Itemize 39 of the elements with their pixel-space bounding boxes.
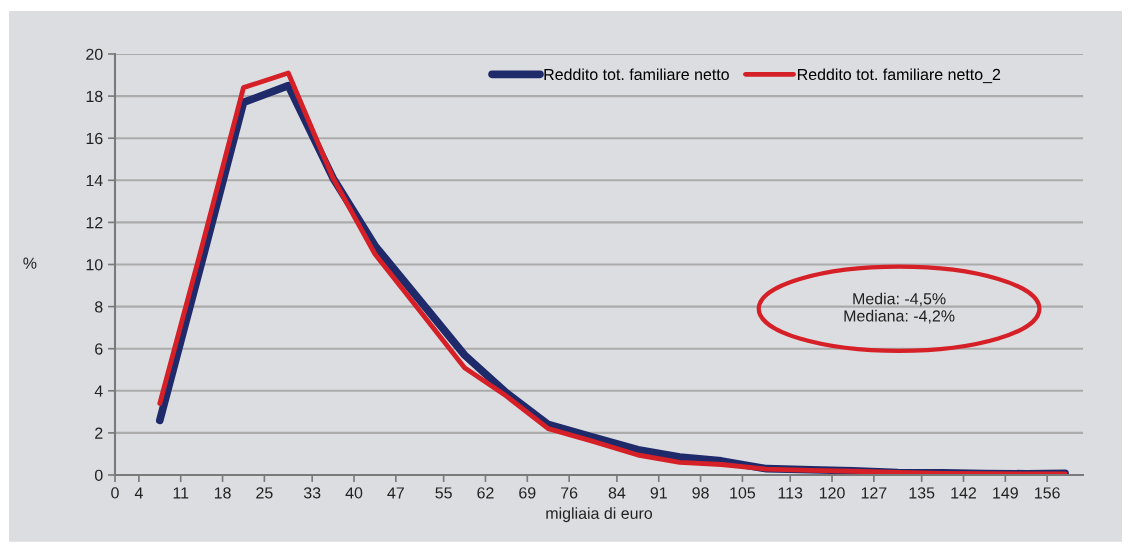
legend-label: Reddito tot. familiare netto_2 bbox=[797, 68, 1001, 84]
x-tick-label: 69 bbox=[519, 487, 536, 499]
y-tick-label: 16 bbox=[86, 132, 103, 145]
x-axis-title: migliaia di euro bbox=[546, 507, 653, 523]
y-tick-label: 14 bbox=[86, 175, 103, 187]
y-tick-label: 10 bbox=[86, 259, 103, 271]
y-tick-label: 20 bbox=[86, 48, 103, 60]
x-tick-label: 76 bbox=[561, 487, 578, 499]
legend-label: Reddito tot. familiare netto bbox=[544, 68, 729, 81]
x-tick-label: 91 bbox=[650, 487, 667, 499]
x-tick-label: 84 bbox=[608, 487, 626, 499]
x-tick-label: 47 bbox=[387, 487, 404, 499]
x-tick-label: 55 bbox=[435, 487, 452, 499]
y-tick-label: 2 bbox=[95, 427, 103, 439]
x-tick-label: 25 bbox=[256, 487, 273, 499]
x-tick-label: 98 bbox=[692, 487, 709, 499]
x-tick-label: 127 bbox=[861, 487, 887, 499]
x-tick-label: 156 bbox=[1035, 487, 1060, 499]
x-tick-label: 62 bbox=[477, 487, 494, 499]
y-tick-label: 8 bbox=[95, 301, 103, 313]
x-tick-label: 0 bbox=[111, 487, 119, 499]
x-tick-label: 33 bbox=[303, 487, 321, 499]
y-axis-title: % bbox=[23, 257, 37, 269]
y-tick-label: 6 bbox=[95, 343, 103, 355]
y-tick-label: 0 bbox=[94, 469, 103, 481]
x-tick-label: 18 bbox=[214, 487, 231, 499]
y-tick-label: 4 bbox=[94, 385, 103, 397]
x-tick-label: 105 bbox=[730, 487, 756, 499]
x-tick-label: 11 bbox=[173, 487, 189, 499]
x-tick-label: 113 bbox=[778, 487, 803, 499]
x-tick-label: 142 bbox=[951, 487, 977, 499]
annotation: Media: -4,5% Mediana: -4,2% bbox=[844, 292, 955, 324]
x-tick-label: 120 bbox=[819, 487, 845, 499]
x-tick-label: 135 bbox=[909, 487, 935, 499]
x-tick-label: 40 bbox=[345, 487, 363, 499]
x-tick-label: 149 bbox=[993, 487, 1018, 499]
x-tick-label: 4 bbox=[134, 487, 143, 499]
y-tick-label: 18 bbox=[86, 90, 103, 103]
y-tick-label: 12 bbox=[86, 217, 103, 229]
